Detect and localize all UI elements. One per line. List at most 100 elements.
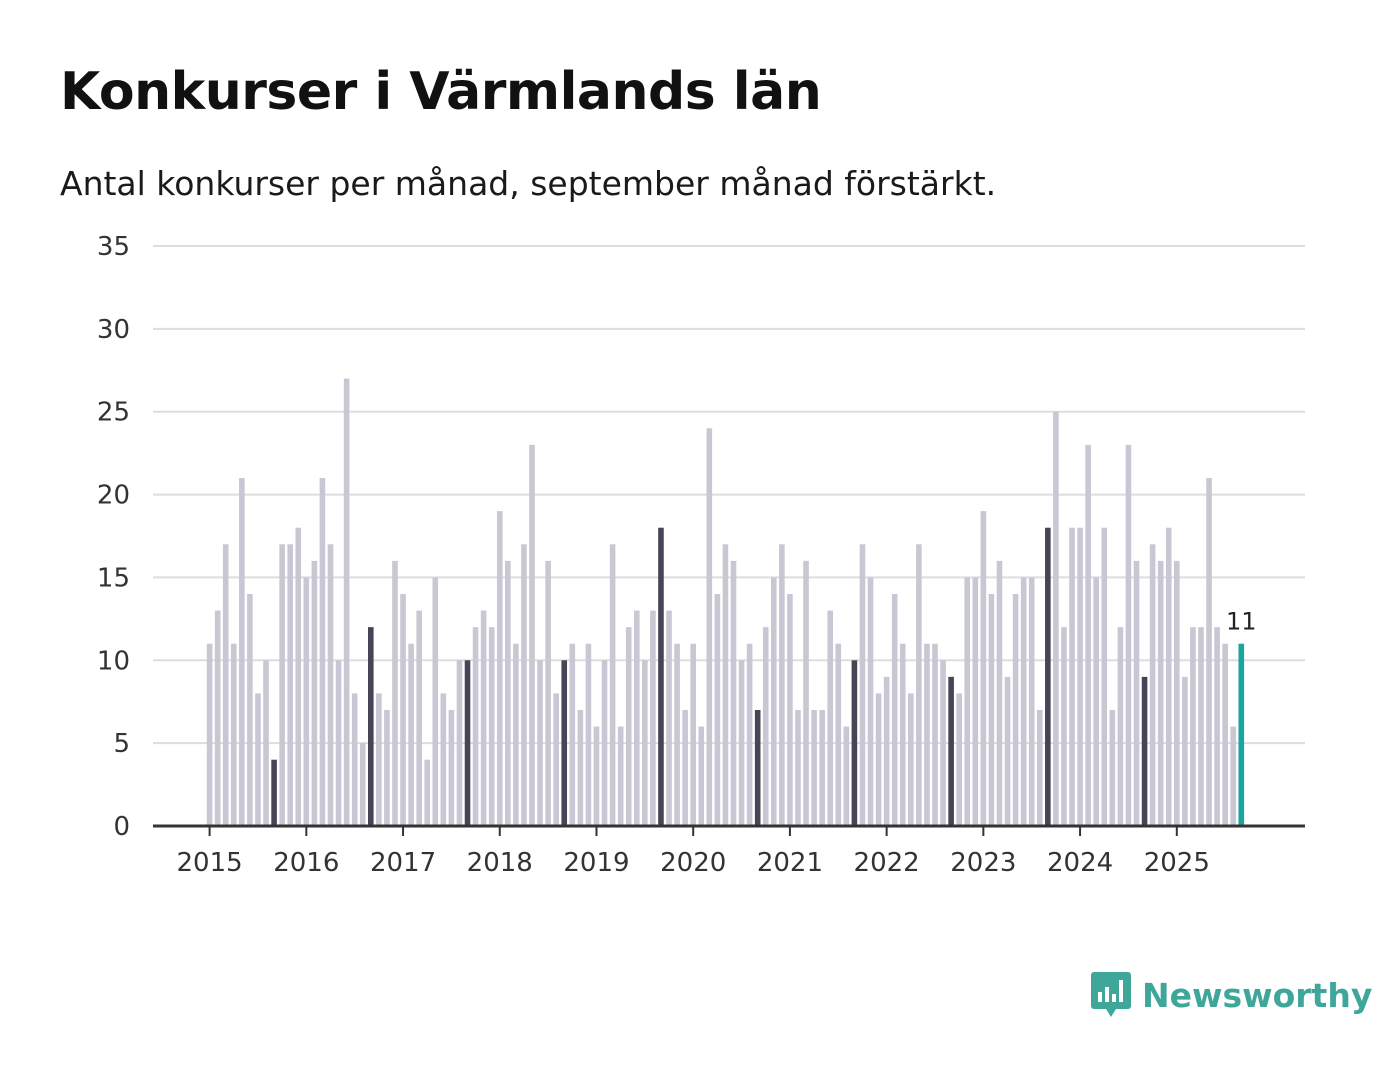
y-tick-label: 25 bbox=[97, 398, 130, 428]
bar bbox=[633, 610, 640, 826]
bar bbox=[408, 643, 414, 826]
bar bbox=[617, 726, 624, 826]
bar bbox=[714, 594, 721, 826]
bar bbox=[956, 693, 962, 826]
bar bbox=[819, 710, 825, 826]
bar bbox=[779, 544, 785, 826]
bar bbox=[1085, 444, 1091, 826]
bar bbox=[529, 444, 535, 826]
bar bbox=[948, 676, 954, 826]
bar bbox=[1028, 577, 1035, 826]
bar bbox=[1020, 577, 1027, 826]
bar bbox=[803, 560, 809, 826]
bar bbox=[440, 693, 447, 826]
bar bbox=[505, 560, 511, 826]
newsworthy-logo: Newsworthy bbox=[1090, 970, 1372, 1020]
bar bbox=[722, 544, 729, 826]
x-tick-label: 2017 bbox=[370, 848, 436, 878]
bar bbox=[690, 643, 696, 826]
bar bbox=[609, 544, 616, 826]
bar bbox=[432, 577, 439, 826]
x-tick-label: 2021 bbox=[757, 848, 823, 878]
bar bbox=[875, 693, 882, 826]
bar bbox=[488, 627, 495, 826]
bar bbox=[222, 544, 229, 826]
bar bbox=[287, 544, 293, 826]
bar bbox=[1036, 710, 1043, 826]
bar bbox=[1230, 726, 1237, 826]
bar bbox=[650, 610, 656, 826]
bar bbox=[1190, 627, 1196, 826]
bar bbox=[698, 726, 705, 826]
bar bbox=[1101, 527, 1108, 826]
bar bbox=[239, 478, 245, 826]
bar bbox=[384, 710, 390, 826]
bar bbox=[206, 643, 213, 826]
y-tick-label: 5 bbox=[113, 729, 130, 759]
bar bbox=[295, 527, 302, 826]
bar bbox=[932, 643, 938, 826]
bar bbox=[456, 660, 463, 826]
bar bbox=[585, 643, 592, 826]
bar bbox=[343, 378, 350, 826]
bar bbox=[738, 660, 745, 826]
bar bbox=[472, 627, 479, 826]
bar bbox=[851, 660, 858, 826]
bar bbox=[1053, 411, 1059, 826]
bar bbox=[335, 660, 342, 826]
bar bbox=[1093, 577, 1099, 826]
x-tick-label: 2022 bbox=[854, 848, 920, 878]
bar bbox=[513, 643, 519, 826]
bar bbox=[625, 627, 632, 826]
y-tick-label: 35 bbox=[97, 232, 130, 262]
y-tick-label: 30 bbox=[97, 315, 130, 345]
newsworthy-logo-text: Newsworthy bbox=[1142, 975, 1373, 1015]
bar bbox=[247, 594, 253, 826]
bar bbox=[400, 594, 406, 826]
bar bbox=[682, 710, 688, 826]
bar bbox=[811, 710, 817, 826]
bar bbox=[1157, 560, 1164, 826]
x-tick-label: 2020 bbox=[660, 848, 726, 878]
y-tick-label: 0 bbox=[113, 812, 130, 842]
bar bbox=[867, 577, 874, 826]
bar bbox=[424, 759, 431, 826]
bar bbox=[569, 643, 576, 826]
bar bbox=[754, 710, 761, 826]
bar bbox=[1149, 544, 1156, 826]
bar bbox=[561, 660, 568, 826]
bar bbox=[674, 643, 680, 826]
bar bbox=[1141, 676, 1148, 826]
bar bbox=[214, 610, 221, 826]
bar bbox=[787, 594, 793, 826]
bar bbox=[916, 544, 922, 826]
bar bbox=[319, 478, 326, 826]
y-tick-label: 20 bbox=[97, 481, 130, 511]
bar bbox=[1222, 643, 1228, 826]
bar bbox=[642, 660, 648, 826]
bar bbox=[230, 643, 237, 826]
newsworthy-logo-icon bbox=[1091, 972, 1131, 1017]
bar bbox=[1174, 560, 1180, 826]
bar bbox=[376, 693, 382, 826]
bar bbox=[859, 544, 866, 826]
bar bbox=[545, 560, 551, 826]
bar bbox=[1214, 627, 1220, 826]
x-tick-label: 2016 bbox=[273, 848, 339, 878]
bar bbox=[899, 643, 906, 826]
data-label-last: 11 bbox=[1226, 608, 1257, 636]
bar bbox=[891, 594, 898, 826]
bar bbox=[496, 511, 503, 826]
bar bbox=[271, 759, 277, 826]
bar bbox=[730, 560, 737, 826]
chart-subtitle: Antal konkurser per månad, september mån… bbox=[60, 164, 997, 203]
bar bbox=[1133, 560, 1140, 826]
bar bbox=[666, 610, 672, 826]
bar bbox=[1182, 676, 1188, 826]
bar bbox=[601, 660, 608, 826]
bar bbox=[1198, 627, 1204, 826]
y-tick-label: 10 bbox=[97, 646, 130, 676]
y-tick-label: 15 bbox=[97, 563, 130, 593]
bar bbox=[658, 527, 664, 826]
